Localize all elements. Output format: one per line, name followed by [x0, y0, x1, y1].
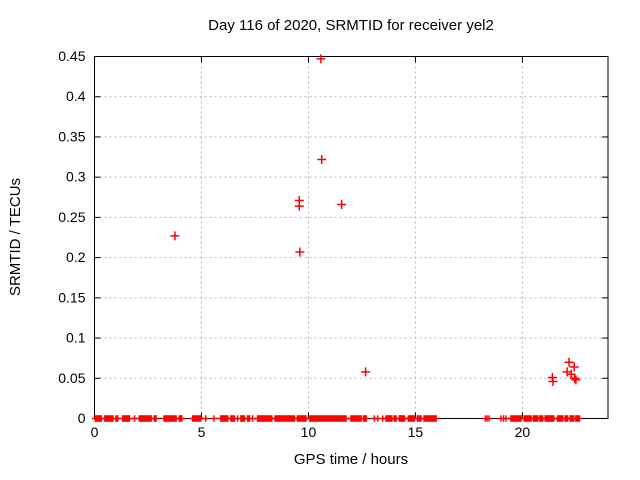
data-point-zero-run-bar: [572, 417, 583, 420]
data-point-zero-run-bar: [566, 417, 577, 420]
y-tick-label: 0.25: [58, 209, 85, 225]
data-point-zero-run-bar: [254, 417, 276, 420]
y-tick-label: 0.1: [66, 330, 86, 346]
data-point: [295, 247, 305, 257]
y-tick-label: 0: [78, 410, 86, 426]
x-axis-label: GPS time / hours: [293, 451, 409, 468]
data-point-zero-run-bar: [405, 417, 418, 420]
data-point-zero-run-bar: [189, 417, 204, 420]
data-point-zero-run-bar: [160, 417, 180, 420]
data-point-zero-run-bar: [536, 417, 546, 420]
data-point-zero-run-bar: [520, 417, 535, 420]
data-point-zero-run-bar: [420, 417, 440, 420]
data-point-zero-run-bar: [561, 417, 571, 420]
data-point-zero-run-bar: [347, 417, 365, 420]
x-tick-label: 5: [198, 424, 206, 440]
x-tick-label: 0: [91, 424, 99, 440]
y-tick-label: 0.45: [58, 48, 85, 64]
data-point-zero: [210, 415, 218, 422]
data-point-zero: [485, 415, 493, 422]
data-point-zero-run-bar: [92, 417, 105, 420]
data-point-zero-run-bar: [360, 417, 370, 420]
data-point-zero-run-bar: [217, 417, 231, 420]
data-point-zero-run-bar: [136, 417, 155, 420]
y-tick-label: 0.3: [66, 169, 86, 185]
y-tick-label: 0.35: [58, 128, 85, 144]
data-point-zero-run-bar: [390, 417, 400, 420]
y-tick-label: 0.15: [58, 289, 85, 305]
data-point: [570, 373, 580, 383]
data-point: [294, 201, 304, 211]
data-point: [564, 357, 574, 367]
data-point-zero-run-bar: [294, 417, 310, 420]
x-tick-label: 15: [408, 424, 424, 440]
data-point-zero-run-bar: [271, 417, 298, 420]
data-point: [316, 54, 326, 64]
data-point-zero-run-bar: [119, 417, 133, 420]
data-point-zero-run-bar: [541, 417, 558, 420]
data-point-zero-run-bar: [507, 417, 525, 420]
data-point-zero-run-bar: [306, 417, 350, 420]
y-tick-label: 0.05: [58, 370, 85, 386]
data-point: [361, 367, 371, 377]
x-tick-label: 10: [301, 424, 317, 440]
data-point-zero-run-bar: [530, 417, 541, 420]
data-point-zero-run-bar: [227, 417, 238, 420]
data-point: [569, 362, 579, 372]
data-point-zero-run-bar: [244, 417, 253, 420]
data-point-zero-run-bar: [151, 417, 160, 420]
data-point-zero-run-bar: [382, 417, 396, 420]
data-point-zero-run-bar: [554, 417, 566, 420]
data-point-zero-run-bar: [176, 417, 185, 420]
x-tick-label: 20: [515, 424, 531, 440]
data-point: [337, 200, 347, 210]
plot-border: [94, 56, 609, 419]
y-axis-label: SRMTID / TECUs: [7, 177, 24, 297]
data-point-zero-run-bar: [414, 417, 425, 420]
data-point-zero-run-bar: [396, 417, 408, 420]
data-point: [548, 376, 558, 386]
y-tick-label: 0.4: [66, 88, 86, 104]
y-tick-label: 0.2: [66, 249, 86, 265]
data-point-zero-run-bar: [112, 417, 121, 420]
data-point: [317, 154, 327, 164]
data-point: [170, 231, 180, 241]
chart-title: Day 116 of 2020, SRMTID for receiver yel…: [208, 17, 494, 34]
data-point-zero-run-bar: [237, 417, 248, 420]
data-point: [571, 375, 581, 385]
data-point-zero-run-bar: [101, 417, 117, 420]
data-point-zero: [202, 415, 210, 422]
